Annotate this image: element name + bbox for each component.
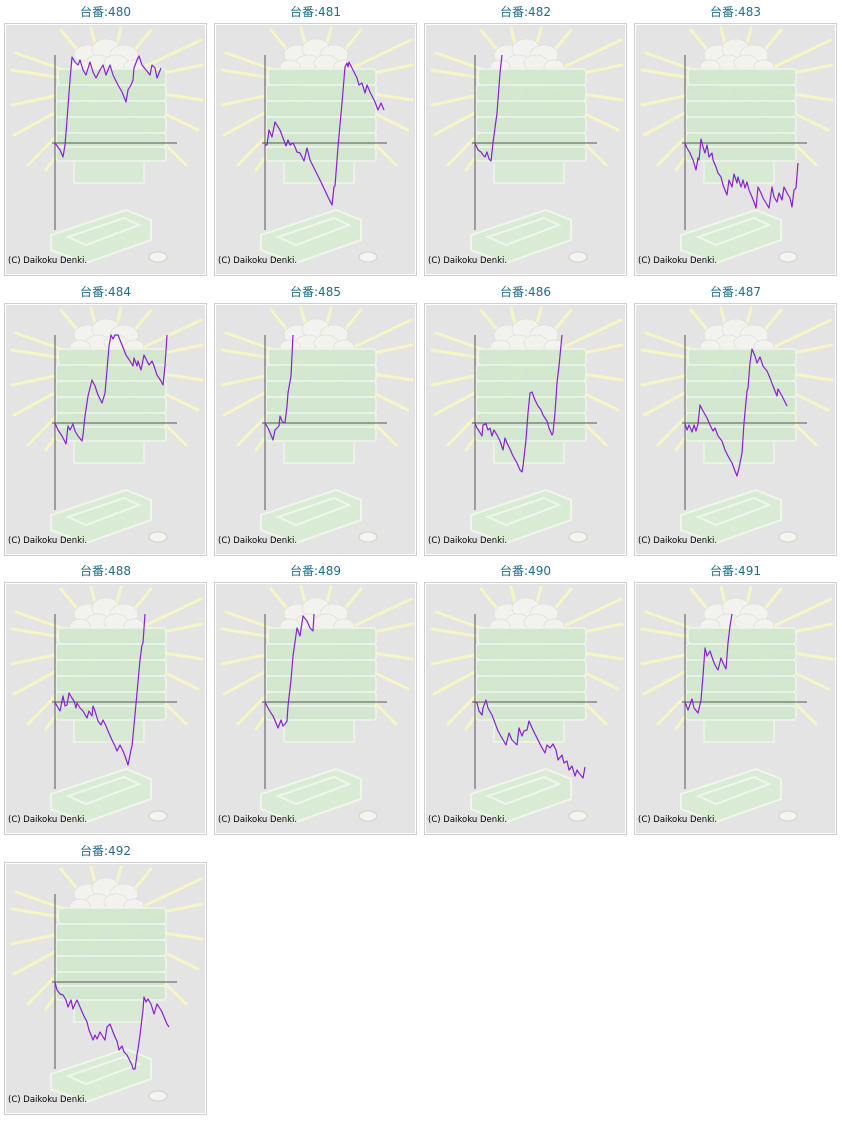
- chart-svg: [426, 305, 625, 554]
- chart-title[interactable]: 台番:485: [290, 285, 341, 299]
- chart-image[interactable]: (C) Daikoku Denki.: [634, 23, 837, 276]
- copyright-text: (C) Daikoku Denki.: [428, 256, 508, 266]
- chart-title[interactable]: 台番:480: [80, 5, 131, 19]
- series-line: [54, 55, 162, 158]
- chart-image[interactable]: (C) Daikoku Denki.: [634, 303, 837, 556]
- background-art: [636, 25, 835, 274]
- copyright-text: (C) Daikoku Denki.: [8, 1095, 88, 1105]
- chart-panel: 台番:480 (C) Daikoku Denki.: [4, 0, 207, 276]
- chart-panel: 台番:489 (C) Daikoku Denki.: [214, 559, 417, 835]
- chart-panel: 台番:484 (C) Daikoku Denki.: [4, 280, 207, 556]
- copyright-text: (C) Daikoku Denki.: [8, 815, 88, 825]
- series-line: [474, 334, 563, 473]
- series-line: [264, 613, 315, 729]
- chart-panel: 台番:486 (C) Daikoku Denki.: [424, 280, 627, 556]
- chart-image[interactable]: (C) Daikoku Denki.: [4, 582, 207, 835]
- chart-panel: 台番:492 (C) Daikoku Denki.: [4, 839, 207, 1115]
- chart-title[interactable]: 台番:492: [80, 844, 131, 858]
- series-line: [265, 61, 385, 206]
- chart-title[interactable]: 台番:491: [710, 564, 761, 578]
- copyright-text: (C) Daikoku Denki.: [8, 256, 88, 266]
- chart-title[interactable]: 台番:482: [500, 5, 551, 19]
- chart-svg: [636, 584, 835, 833]
- chart-panel: 台番:482 (C) Daikoku Denki.: [424, 0, 627, 276]
- chart-title[interactable]: 台番:486: [500, 285, 551, 299]
- chart-panel: 台番:485 (C) Daikoku Denki.: [214, 280, 417, 556]
- chart-image[interactable]: (C) Daikoku Denki.: [214, 23, 417, 276]
- chart-title[interactable]: 台番:487: [710, 285, 761, 299]
- chart-panel: 台番:487 (C) Daikoku Denki.: [634, 280, 837, 556]
- copyright-text: (C) Daikoku Denki.: [428, 815, 508, 825]
- background-art: [6, 584, 205, 833]
- background-art: [636, 305, 835, 554]
- chart-svg: [6, 584, 205, 833]
- background-art: [426, 305, 625, 554]
- chart-panel: 台番:483 (C) Daikoku Denki.: [634, 0, 837, 276]
- series-line: [54, 613, 146, 766]
- chart-title[interactable]: 台番:488: [80, 564, 131, 578]
- chart-image[interactable]: (C) Daikoku Denki.: [4, 23, 207, 276]
- background-art: [426, 25, 625, 274]
- series-line: [54, 334, 168, 445]
- chart-svg: [6, 25, 205, 274]
- copyright-text: (C) Daikoku Denki.: [428, 536, 508, 546]
- chart-svg: [636, 305, 835, 554]
- chart-image[interactable]: (C) Daikoku Denki.: [424, 582, 627, 835]
- chart-image[interactable]: (C) Daikoku Denki.: [634, 582, 837, 835]
- series-line: [474, 699, 586, 779]
- copyright-text: (C) Daikoku Denki.: [638, 815, 718, 825]
- chart-image[interactable]: (C) Daikoku Denki.: [424, 23, 627, 276]
- background-art: [426, 584, 625, 833]
- background-art: [6, 305, 205, 554]
- background-art: [216, 305, 415, 554]
- chart-panel: 台番:481 (C) Daikoku Denki.: [214, 0, 417, 276]
- chart-svg: [216, 584, 415, 833]
- chart-title[interactable]: 台番:481: [290, 5, 341, 19]
- background-art: [6, 864, 205, 1113]
- copyright-text: (C) Daikoku Denki.: [218, 256, 298, 266]
- series-line: [684, 138, 799, 209]
- background-art: [216, 25, 415, 274]
- series-line: [684, 348, 788, 477]
- copyright-text: (C) Daikoku Denki.: [638, 536, 718, 546]
- chart-svg: [216, 305, 415, 554]
- chart-title[interactable]: 台番:490: [500, 564, 551, 578]
- chart-title[interactable]: 台番:483: [710, 5, 761, 19]
- background-art: [6, 25, 205, 274]
- chart-svg: [426, 25, 625, 274]
- chart-panel: 台番:490 (C) Daikoku Denki.: [424, 559, 627, 835]
- chart-image[interactable]: (C) Daikoku Denki.: [4, 303, 207, 556]
- copyright-text: (C) Daikoku Denki.: [218, 815, 298, 825]
- copyright-text: (C) Daikoku Denki.: [8, 536, 88, 546]
- chart-svg: [216, 25, 415, 274]
- chart-svg: [6, 305, 205, 554]
- chart-title[interactable]: 台番:484: [80, 285, 131, 299]
- chart-svg: [6, 864, 205, 1113]
- series-line: [684, 613, 733, 714]
- chart-image[interactable]: (C) Daikoku Denki.: [4, 862, 207, 1115]
- chart-image[interactable]: (C) Daikoku Denki.: [424, 303, 627, 556]
- chart-panel: 台番:491 (C) Daikoku Denki.: [634, 559, 837, 835]
- series-line: [474, 54, 503, 162]
- chart-panel: 台番:488 (C) Daikoku Denki.: [4, 559, 207, 835]
- series-line: [54, 981, 170, 1070]
- chart-svg: [636, 25, 835, 274]
- background-art: [216, 584, 415, 833]
- series-line: [264, 334, 294, 441]
- chart-title[interactable]: 台番:489: [290, 564, 341, 578]
- chart-image[interactable]: (C) Daikoku Denki.: [214, 303, 417, 556]
- copyright-text: (C) Daikoku Denki.: [638, 256, 718, 266]
- background-art: [636, 584, 835, 833]
- chart-image[interactable]: (C) Daikoku Denki.: [214, 582, 417, 835]
- copyright-text: (C) Daikoku Denki.: [218, 536, 298, 546]
- chart-svg: [426, 584, 625, 833]
